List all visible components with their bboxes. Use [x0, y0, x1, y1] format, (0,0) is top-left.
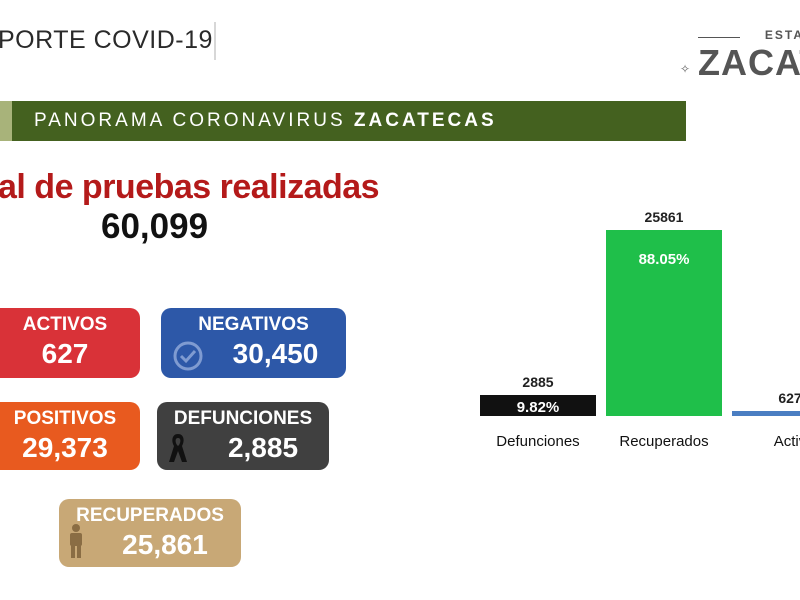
negativos-card: NEGATIVOS 30,450 [161, 308, 346, 378]
value-label-recuperados: 25861 [645, 209, 684, 225]
activos-value: 627 [41, 338, 89, 369]
report-title: PORTE COVID-19 [0, 26, 213, 54]
bar-activ [732, 411, 800, 416]
black-ribbon-icon [169, 434, 187, 462]
cases-bar-chart: 2885 9.82% Defunciones 25861 88.05% Recuperad… [480, 209, 800, 450]
recuperados-card: RECUPERADOS 25,861 [59, 499, 241, 567]
positivos-value: 29,373 [22, 432, 108, 463]
logo-top-line [698, 37, 740, 38]
title-divider [214, 22, 216, 60]
recuperados-label: RECUPERADOS [76, 505, 224, 526]
percent-label-defunciones: 9.82% [517, 399, 560, 416]
logo-star-icon: ✧ [680, 62, 691, 76]
percent-label-recuperados: 88.05% [639, 251, 690, 268]
defunciones-card: DEFUNCIONES 2,885 [157, 402, 329, 470]
defunciones-value: 2,885 [227, 432, 299, 463]
activos-card: ACTIVOS 627 [0, 308, 140, 378]
banner-title: PANORAMA CORONAVIRUS ZACATECAS [34, 110, 497, 132]
positivos-card: POSITIVOS 29,373 [0, 402, 140, 470]
category-label-defunciones: Defunciones [496, 433, 579, 450]
bar-recuperados [606, 230, 722, 416]
pruebas-label: al de pruebas realizadas [0, 168, 380, 206]
negativos-value: 30,450 [232, 338, 319, 369]
value-label-activ: 627 [778, 390, 800, 406]
banner-emphasis: ZACATECAS [353, 110, 497, 131]
logo-main-text: ZACAT [698, 42, 800, 83]
value-label-defunciones: 2885 [522, 374, 553, 390]
positivos-label: POSITIVOS [13, 408, 117, 429]
category-label-recuperados: Recuperados [619, 433, 708, 450]
person-icon [70, 524, 82, 558]
check-circle-icon [173, 341, 203, 371]
bar-defunciones [480, 395, 596, 416]
recuperados-value: 25,861 [122, 529, 208, 560]
negativos-label: NEGATIVOS [198, 314, 309, 335]
activos-label: ACTIVOS [22, 314, 108, 335]
banner-prefix: PANORAMA CORONAVIRUS [34, 110, 346, 131]
banner-accent [0, 101, 12, 141]
panorama-banner: PANORAMA CORONAVIRUS ZACATECAS [0, 101, 686, 141]
defunciones-label: DEFUNCIONES [173, 408, 313, 429]
category-label-activ: Activ [774, 433, 800, 450]
logo-top-text: ESTA [764, 28, 800, 42]
pruebas-value: 60,099 [101, 207, 209, 246]
state-logo: ESTA ✧ ZACAT [678, 24, 800, 84]
